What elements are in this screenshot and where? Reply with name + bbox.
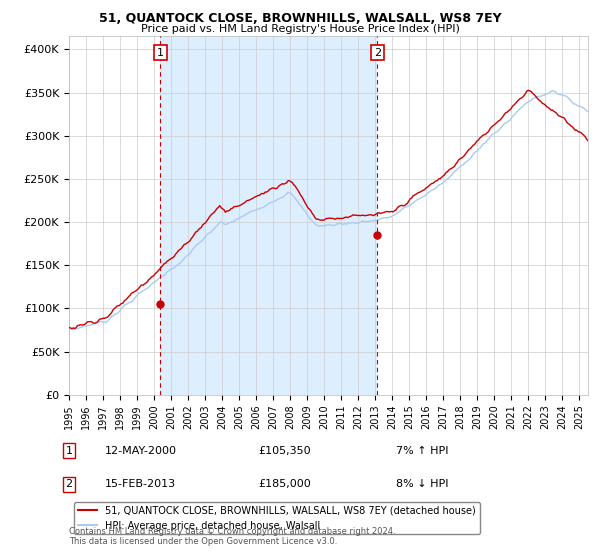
Text: 12-MAY-2000: 12-MAY-2000 xyxy=(105,446,177,456)
Text: 2: 2 xyxy=(374,48,381,58)
Text: 8% ↓ HPI: 8% ↓ HPI xyxy=(396,479,449,489)
Text: £185,000: £185,000 xyxy=(258,479,311,489)
Text: 51, QUANTOCK CLOSE, BROWNHILLS, WALSALL, WS8 7EY: 51, QUANTOCK CLOSE, BROWNHILLS, WALSALL,… xyxy=(98,12,502,25)
Text: Contains HM Land Registry data © Crown copyright and database right 2024.
This d: Contains HM Land Registry data © Crown c… xyxy=(69,526,395,546)
Text: 15-FEB-2013: 15-FEB-2013 xyxy=(105,479,176,489)
Legend: 51, QUANTOCK CLOSE, BROWNHILLS, WALSALL, WS8 7EY (detached house), HPI: Average : 51, QUANTOCK CLOSE, BROWNHILLS, WALSALL,… xyxy=(74,502,479,534)
Bar xyxy=(160,36,377,395)
Text: 1: 1 xyxy=(65,446,73,456)
Text: 1: 1 xyxy=(157,48,164,58)
Text: £105,350: £105,350 xyxy=(258,446,311,456)
Text: Price paid vs. HM Land Registry's House Price Index (HPI): Price paid vs. HM Land Registry's House … xyxy=(140,24,460,34)
Text: 2: 2 xyxy=(65,479,73,489)
Text: 7% ↑ HPI: 7% ↑ HPI xyxy=(396,446,449,456)
